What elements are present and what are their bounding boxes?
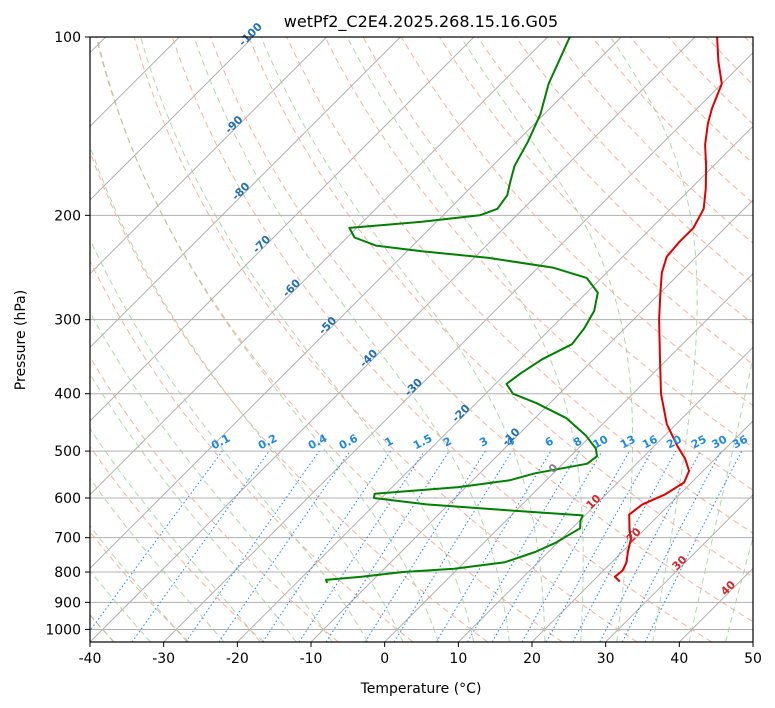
- x-tick-label: -10: [300, 651, 323, 667]
- isotherm-line: [90, 37, 401, 349]
- mixing-ratio-line: [521, 450, 630, 642]
- dry-adiabats: [90, 37, 753, 642]
- moist-adiabat-line: [90, 570, 151, 642]
- dry-adiabat-line: [95, 37, 563, 642]
- mixing-ratio-label: 20: [664, 433, 684, 452]
- isotherm-line: [90, 37, 696, 642]
- moist-adiabat-line: [688, 355, 753, 642]
- isotherm-line: [90, 37, 254, 201]
- dry-adiabat-line: [171, 37, 712, 642]
- y-tick-label: 700: [54, 531, 81, 547]
- x-tick-label: 40: [670, 651, 688, 667]
- x-tick-label: -40: [79, 651, 102, 667]
- x-tick-label: 10: [449, 651, 467, 667]
- isotherm-grid: [90, 37, 753, 642]
- mixing-ratio-lines: [90, 450, 743, 642]
- x-tick-label: -30: [152, 651, 175, 667]
- x-tick-label: -20: [226, 651, 249, 667]
- y-tick-label: 100: [54, 30, 81, 46]
- y-tick-label: 800: [54, 565, 81, 581]
- y-tick-label: 900: [54, 595, 81, 611]
- x-axis-label: Temperature (°C): [360, 681, 482, 697]
- moist-adiabat-line: [90, 144, 404, 642]
- isotherm-line: [531, 420, 753, 642]
- moist-adiabat-line: [610, 37, 698, 642]
- moist-adiabat-line: [725, 536, 753, 642]
- dry-adiabat-line: [90, 259, 414, 642]
- moist-adiabat-line: [90, 373, 297, 642]
- y-tick-label: 200: [54, 208, 81, 224]
- y-tick-label: 1000: [45, 622, 81, 638]
- moist-adiabat-line: [90, 238, 369, 642]
- y-tick-label: 600: [54, 491, 81, 507]
- x-tick-label: 20: [523, 651, 541, 667]
- moist-adiabat-line: [460, 37, 633, 642]
- isotherm-line: [90, 37, 549, 496]
- isotherm-line: [605, 493, 753, 642]
- y-tick-label: 400: [54, 387, 81, 403]
- moist-adiabat-line: [90, 477, 225, 642]
- isotherm-line: [90, 37, 475, 422]
- mixing-ratio-line: [262, 450, 392, 642]
- isotherm-line: [236, 125, 753, 642]
- isotherm-line: [90, 37, 328, 275]
- moist-adiabat-line: [96, 37, 439, 642]
- mixing-ratio-label: 30: [710, 433, 730, 452]
- dry-adiabat-line: [210, 37, 753, 623]
- dry-adiabat-line: [90, 445, 264, 642]
- mixing-ratio-line: [298, 450, 425, 642]
- mixing-ratio-label: 25: [689, 433, 709, 452]
- y-axis-ticks: 100 200 300 400 500 600 700 800 900 1000: [45, 30, 90, 638]
- dry-adiabat-line: [133, 37, 638, 642]
- mixing-ratio-line: [131, 450, 270, 642]
- moist-adiabat-line: [193, 37, 510, 642]
- dry-adiabat-line: [90, 356, 339, 642]
- profile-lines: [324, 37, 723, 584]
- mixing-ratio-line: [185, 450, 320, 642]
- dewpoint-profile: [324, 37, 599, 584]
- mixing-ratio-line: [90, 450, 223, 632]
- moist-adiabat-line: [260, 37, 546, 642]
- mixing-ratio-label: 16: [640, 433, 660, 452]
- dry-adiabat-line: [324, 37, 753, 491]
- mixing-ratio-line: [545, 450, 653, 642]
- moist-adiabat-line: [346, 37, 584, 642]
- mixing-ratio-label: 13: [618, 433, 638, 452]
- plot-frame: [89, 36, 754, 643]
- mixing-ratio-label: 10: [591, 433, 611, 452]
- mixing-ratio-line: [572, 450, 677, 642]
- x-axis-ticks: -40 -30 -20 -10 0 10 20 30 40 50: [79, 642, 762, 667]
- y-axis-label: Pressure (hPa): [13, 290, 29, 390]
- x-tick-label: 50: [744, 651, 762, 667]
- x-tick-label: 0: [380, 651, 389, 667]
- isotherm-line: [384, 272, 753, 642]
- mixing-ratio-line: [393, 450, 513, 642]
- mixing-ratio-line: [325, 450, 450, 642]
- chart-title: wetPf2_C2E4.2025.268.15.16.G05: [284, 12, 558, 32]
- y-tick-label: 300: [54, 313, 81, 329]
- dry-adiabat-line: [286, 37, 753, 534]
- moist-adiabat-line: [90, 524, 188, 642]
- moist-adiabat-line: [140, 37, 475, 642]
- mixing-ratio-line: [644, 450, 743, 642]
- dry-adiabat-line: [515, 37, 753, 284]
- y-tick-label: 500: [54, 444, 81, 460]
- isobar-grid: [90, 37, 753, 630]
- moist-adiabats: [90, 37, 753, 642]
- isotherm-line: [90, 37, 622, 570]
- mixing-ratio-line: [218, 450, 351, 642]
- dry-adiabat-line: [248, 37, 753, 578]
- mixing-ratio-label: 36: [730, 433, 750, 452]
- x-tick-label: 30: [597, 651, 615, 667]
- moist-adiabat-line: [90, 311, 333, 642]
- temperature-profile: [613, 37, 723, 583]
- moist-adiabat-line: [90, 427, 261, 642]
